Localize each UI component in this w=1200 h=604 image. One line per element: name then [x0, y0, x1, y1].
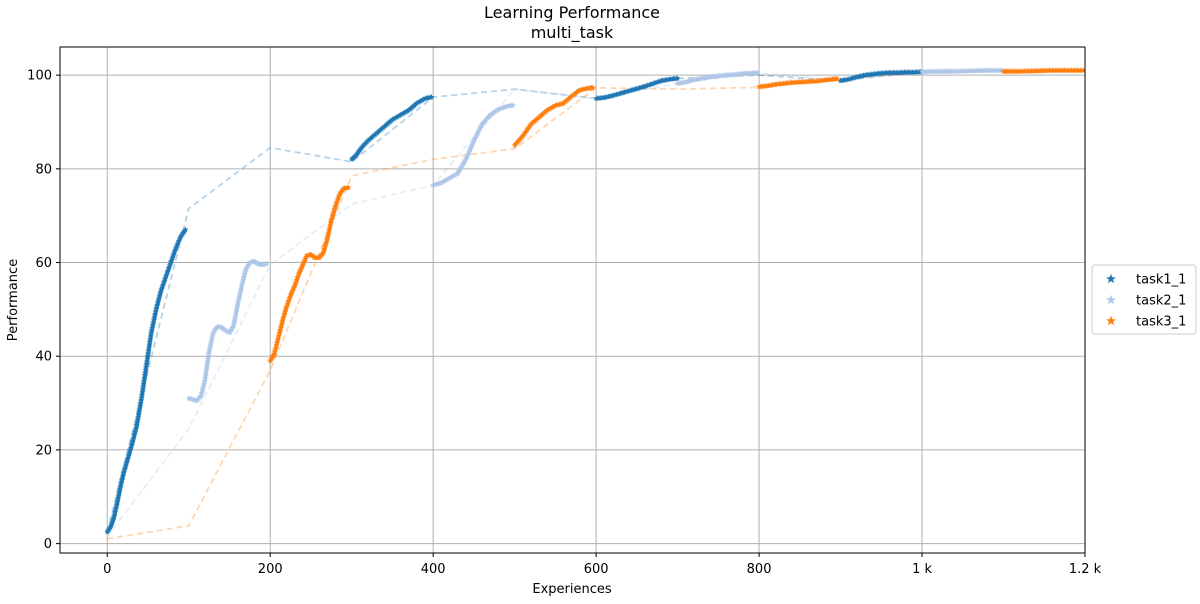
data-point-task3_1 [546, 105, 553, 112]
data-point-task1_1 [393, 114, 400, 120]
data-point-task1_1 [392, 114, 399, 121]
data-point-task2_1 [222, 327, 229, 334]
legend-label-task2_1: task2_1 [1136, 294, 1186, 309]
data-point-task2_1 [446, 174, 453, 181]
data-point-task3_1 [545, 106, 552, 113]
y-tick-label: 100 [27, 69, 52, 84]
data-point-task1_1 [182, 226, 189, 233]
legend-label-task3_1: task3_1 [1136, 315, 1186, 330]
data-point-task1_1 [402, 108, 410, 115]
data-point-task1_1 [404, 107, 411, 114]
x-tick-label: 1.2 k [1069, 562, 1102, 577]
data-point-task3_1 [549, 103, 556, 110]
x-tick-label: 400 [421, 562, 446, 577]
data-point-task2_1 [225, 328, 232, 335]
data-point-task3_1 [308, 252, 316, 258]
y-tick-label: 20 [35, 443, 52, 458]
legend-marker-task3_1 [1106, 315, 1116, 326]
x-tick-label: 800 [747, 562, 772, 577]
legend-label-task1_1: task1_1 [1136, 273, 1186, 288]
data-point-task2_1 [443, 176, 450, 183]
y-tick-label: 0 [44, 537, 52, 552]
data-point-task3_1 [834, 75, 841, 82]
data-point-task2_1 [445, 175, 452, 182]
data-point-task2_1 [220, 325, 227, 332]
data-point-task2_1 [438, 179, 445, 186]
data-point-task3_1 [550, 103, 558, 109]
x-tick-label: 600 [584, 562, 609, 577]
y-axis-label: Performance [6, 259, 21, 341]
legend-marker-task2_1 [1106, 294, 1116, 305]
data-point-task3_1 [345, 184, 352, 191]
x-axis-label: Experiences [532, 582, 611, 597]
data-point-task1_1 [401, 109, 408, 116]
y-tick-label: 40 [35, 350, 52, 365]
grid-lines [60, 47, 1086, 553]
data-point-task2_1 [218, 323, 225, 330]
data-point-task2_1 [439, 178, 446, 185]
data-point-task2_1 [263, 260, 270, 267]
data-point-task2_1 [219, 324, 226, 331]
data-point-task1_1 [674, 75, 681, 81]
data-point-task3_1 [307, 251, 314, 258]
data-point-task1_1 [415, 99, 422, 106]
data-point-task3_1 [310, 253, 318, 260]
y-tick-label: 80 [35, 162, 52, 177]
data-point-task2_1 [453, 171, 460, 177]
legend-marker-task1_1 [1106, 273, 1116, 284]
data-point-task3_1 [309, 252, 317, 259]
data-point-task1_1 [389, 116, 396, 123]
data-point-task1_1 [420, 96, 427, 102]
data-point-task1_1 [398, 110, 405, 117]
data-point-task3_1 [1080, 67, 1087, 74]
data-point-task2_1 [451, 171, 458, 178]
legend: task1_1 task2_1 task3_1 [1091, 264, 1197, 335]
y-tick-label: 60 [35, 256, 52, 271]
data-point-task1_1 [416, 98, 423, 105]
data-point-task1_1 [413, 100, 420, 106]
legend-box [1091, 264, 1197, 335]
data-point-task2_1 [754, 69, 761, 76]
data-point-task3_1 [544, 107, 551, 113]
data-point-task1_1 [397, 111, 404, 118]
data-point-task1_1 [396, 112, 403, 119]
data-markers [104, 67, 1087, 535]
data-point-task2_1 [450, 172, 457, 179]
data-point-task3_1 [548, 104, 555, 111]
data-point-task1_1 [428, 93, 435, 100]
plot-frame [59, 46, 1086, 554]
data-point-task2_1 [223, 328, 230, 334]
x-tick-label: 1 k [912, 562, 932, 577]
data-point-task2_1 [447, 174, 454, 180]
data-point-task2_1 [509, 101, 517, 108]
data-point-task2_1 [449, 173, 456, 180]
data-point-task2_1 [221, 326, 228, 333]
data-point-task2_1 [442, 177, 449, 184]
chart-subtitle: multi_task [531, 23, 614, 43]
x-tick-label: 0 [103, 562, 111, 577]
data-point-task2_1 [998, 67, 1005, 74]
data-point-task3_1 [589, 84, 596, 91]
data-point-task1_1 [400, 110, 407, 116]
data-point-task1_1 [390, 115, 397, 122]
axis-ticks: 0 200 400 600 800 1 k 1.2 k 0 20 40 60 80 100 [27, 69, 1101, 577]
data-point-task1_1 [417, 97, 424, 104]
data-point-task1_1 [394, 113, 401, 120]
x-tick-label: 200 [258, 562, 283, 577]
data-point-task2_1 [440, 178, 448, 184]
chart-title: Learning Performance [484, 3, 660, 22]
data-point-task1_1 [419, 96, 426, 103]
